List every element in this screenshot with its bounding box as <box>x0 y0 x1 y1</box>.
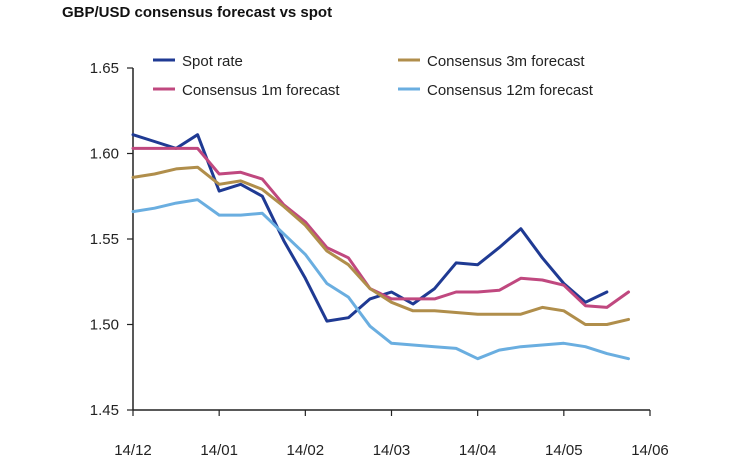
axes <box>132 68 650 411</box>
y-tick-label: 1.50 <box>90 317 119 334</box>
legend-label: Consensus 3m forecast <box>427 53 585 70</box>
y-tick-label: 1.65 <box>90 60 119 77</box>
series-line-consensus-1m-forecast <box>131 146 630 309</box>
x-tick-label: 14/06 <box>631 442 669 459</box>
chart-title: GBP/USD consensus forecast vs spot <box>62 4 333 21</box>
series-line-spot-rate <box>131 133 609 323</box>
x-tick-label: 14/01 <box>200 442 238 459</box>
x-tick-label: 14/02 <box>287 442 325 459</box>
series-line-consensus-12m-forecast <box>131 198 630 361</box>
x-tick-label: 14/04 <box>459 442 497 459</box>
y-tick-label: 1.55 <box>90 231 119 248</box>
x-ticks: 14/12 14/01 14/02 14/03 14/04 14/05 14/06 <box>114 410 669 459</box>
x-tick-label: 14/05 <box>545 442 583 459</box>
legend: Spot rate Consensus 1m forecast Consensus … <box>153 53 594 99</box>
x-tick-label: 14/12 <box>114 442 152 459</box>
y-tick-label: 1.45 <box>90 402 119 419</box>
x-tick-label: 14/03 <box>373 442 411 459</box>
legend-label: Consensus 1m forecast <box>182 82 340 99</box>
series-line-consensus-3m-forecast <box>131 165 630 326</box>
y-tick-label: 1.60 <box>90 146 119 163</box>
y-ticks: 1.45 1.50 1.55 1.60 1.65 <box>90 60 133 419</box>
legend-label: Spot rate <box>182 53 243 70</box>
legend-label: Consensus 12m forecast <box>427 82 594 99</box>
series-lines <box>131 133 630 361</box>
